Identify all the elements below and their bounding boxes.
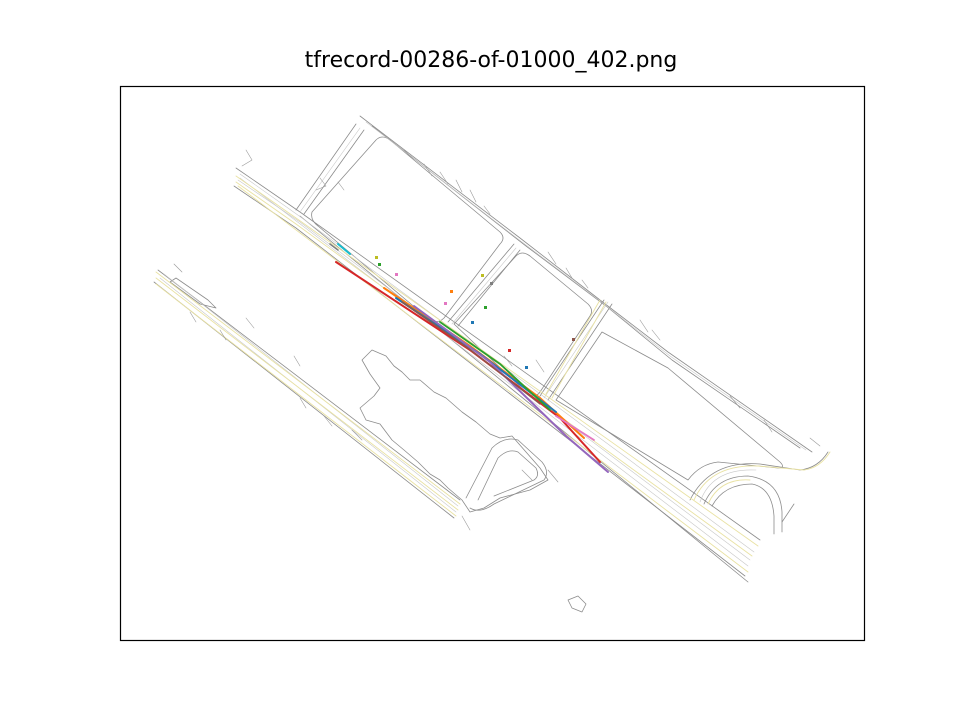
- trajectory-purple: [413, 305, 609, 473]
- agent-marker: [481, 274, 484, 277]
- boulevard-south-edge: [233, 185, 746, 577]
- trajectory-cyan: [337, 243, 351, 255]
- north-road-edge-2: [371, 125, 801, 449]
- block-a-outline: [311, 136, 504, 322]
- agent-marker: [572, 338, 575, 341]
- agent-marker: [378, 263, 381, 266]
- trajectory-brown: [401, 301, 541, 405]
- building-complex: [359, 349, 549, 513]
- west-connector: [295, 123, 357, 211]
- ramp-inner-2: [711, 483, 775, 535]
- agent-marker: [444, 302, 447, 305]
- boulevard-south-edge-2: [299, 215, 749, 583]
- plot-frame: [119, 85, 866, 642]
- ramp-outer: [689, 451, 829, 501]
- agent-marker: [375, 256, 378, 259]
- block-c-outline: [555, 331, 783, 481]
- agent-marker: [508, 349, 511, 352]
- agent-marker: [395, 273, 398, 276]
- sw-road-median: [169, 277, 217, 309]
- trajectory-pink: [555, 415, 595, 441]
- agent-markers: [375, 256, 575, 369]
- north-road-edge: [359, 115, 813, 453]
- ramp-inner: [703, 475, 783, 533]
- block-b-outline: [453, 252, 592, 396]
- mid-connector: [447, 243, 515, 323]
- loop-road: [465, 438, 547, 511]
- road-network: [153, 115, 831, 613]
- ramp-stub: [781, 503, 795, 523]
- mid-connector-2: [457, 249, 521, 327]
- agent-marker: [490, 282, 493, 285]
- trajectories: [329, 243, 609, 473]
- agent-marker: [525, 366, 528, 369]
- loop-road-inner: [477, 450, 538, 501]
- agent-marker: [471, 321, 474, 324]
- figure-title: tfrecord-00286-of-01000_402.png: [304, 48, 678, 73]
- sw-road-north-edge: [157, 269, 461, 501]
- east-connector-2: [547, 303, 613, 401]
- agent-marker: [484, 306, 487, 309]
- agent-marker: [450, 290, 453, 293]
- small-structure: [567, 595, 587, 613]
- west-connector-2: [303, 129, 365, 215]
- trajectory-grey: [329, 243, 339, 251]
- trajectory-green: [439, 321, 551, 411]
- trajectory-red: [335, 261, 601, 463]
